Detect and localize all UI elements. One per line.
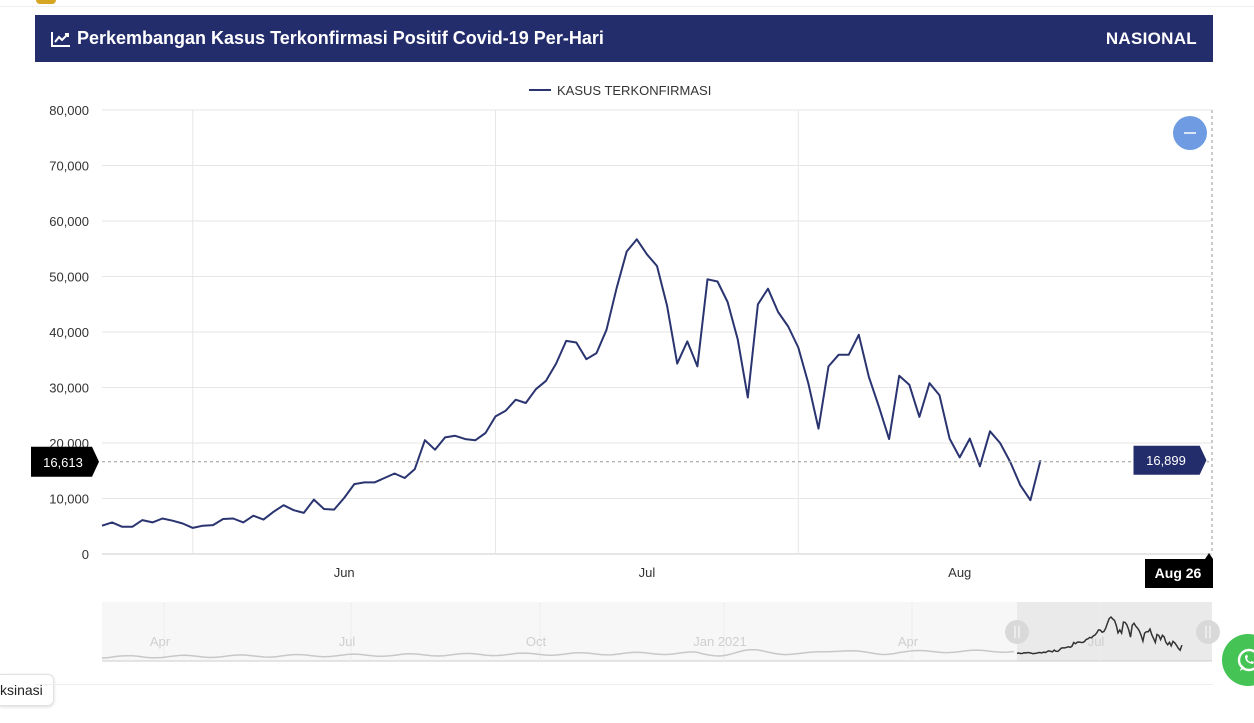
whatsapp-icon — [1237, 648, 1254, 672]
chart-title-group: Perkembangan Kasus Terkonfirmasi Positif… — [51, 28, 604, 49]
chart-title: Perkembangan Kasus Terkonfirmasi Positif… — [77, 28, 604, 48]
navigator-history-line — [101, 648, 1015, 659]
series-line[interactable] — [101, 238, 1042, 529]
crosshair-y-label: 16,613 — [43, 455, 83, 470]
site-logo-fragment — [36, 0, 56, 4]
legend-label[interactable]: KASUS TERKONFIRMASI — [557, 83, 711, 98]
x-tick-label: Aug — [948, 565, 971, 580]
bottom-divider — [35, 684, 1213, 685]
y-tick-label: 30,000 — [49, 381, 89, 396]
navigator-label: Oct — [526, 634, 547, 649]
y-tick-label: 40,000 — [49, 325, 89, 340]
navigator-label: Jan 2021 — [693, 634, 747, 649]
y-tick-label: 60,000 — [49, 214, 89, 229]
floating-menu-label[interactable]: ksinasi — [0, 674, 54, 706]
scope-label: NASIONAL — [1105, 28, 1197, 48]
line-chart-icon — [51, 31, 70, 47]
cases-line-chart[interactable]: KASUS TERKONFIRMASI010,00020,00030,00040… — [0, 62, 1254, 682]
point-tooltip-label: 16,899 — [1146, 453, 1186, 468]
y-tick-label: 0 — [82, 547, 89, 562]
navigator-label: Apr — [150, 634, 171, 649]
navigator-left-handle[interactable] — [1005, 620, 1029, 644]
x-tick-label: Jun — [334, 565, 355, 580]
top-divider — [0, 6, 1254, 7]
crosshair-x-label: Aug 26 — [1155, 565, 1202, 581]
x-tick-label: Jul — [639, 565, 656, 580]
navigator-right-handle[interactable] — [1196, 620, 1220, 644]
navigator-label: Jul — [1088, 634, 1105, 649]
chart-header: Perkembangan Kasus Terkonfirmasi Positif… — [35, 15, 1213, 62]
navigator-label: Apr — [898, 634, 919, 649]
crosshair-x-flag — [1145, 553, 1213, 588]
navigator-label: Jul — [339, 634, 356, 649]
y-tick-label: 70,000 — [49, 159, 89, 174]
y-tick-label: 80,000 — [49, 103, 89, 118]
navigator-recent-line — [1016, 615, 1183, 655]
crosshair-y-flag — [31, 446, 99, 477]
y-tick-label: 10,000 — [49, 492, 89, 507]
point-tooltip — [1132, 444, 1208, 476]
y-tick-label: 50,000 — [49, 270, 89, 285]
